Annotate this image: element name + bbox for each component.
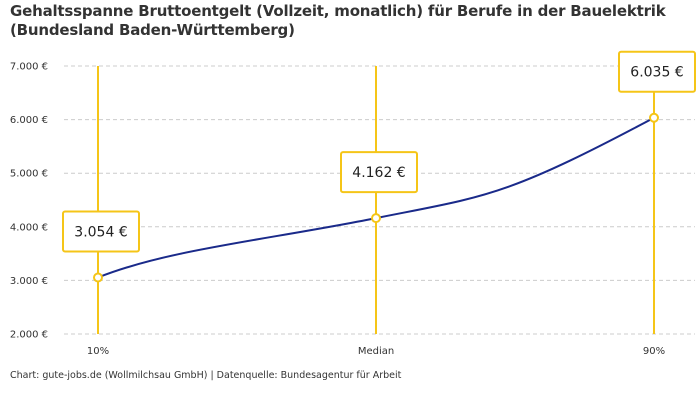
data-point: [371, 213, 381, 224]
chart-title: Gehaltsspanne Bruttoentgelt (Vollzeit, m…: [10, 2, 666, 39]
y-tick-label: 3.000 €: [10, 276, 48, 287]
data-label-box: [62, 210, 140, 253]
y-tick-label: 4.000 €: [10, 222, 48, 233]
data-point: [93, 272, 103, 283]
x-tick-label: 90%: [643, 346, 665, 357]
y-tick-label: 2.000 €: [10, 330, 48, 341]
y-tick-label: 5.000 €: [10, 169, 48, 180]
x-tick-label: Median: [358, 346, 394, 357]
y-tick-label: 7.000 €: [10, 62, 48, 73]
data-point: [649, 112, 659, 123]
data-label-box: [618, 50, 696, 93]
x-tick-label: 10%: [87, 346, 109, 357]
data-label: 3.054 €: [74, 225, 127, 241]
data-label-box: [340, 151, 418, 194]
data-label: 4.162 €: [352, 165, 405, 181]
data-label: 6.035 €: [630, 65, 683, 81]
chart-footer: Chart: gute-jobs.de (Wollmilchsau GmbH) …: [10, 370, 402, 381]
y-tick-label: 6.000 €: [10, 115, 48, 126]
